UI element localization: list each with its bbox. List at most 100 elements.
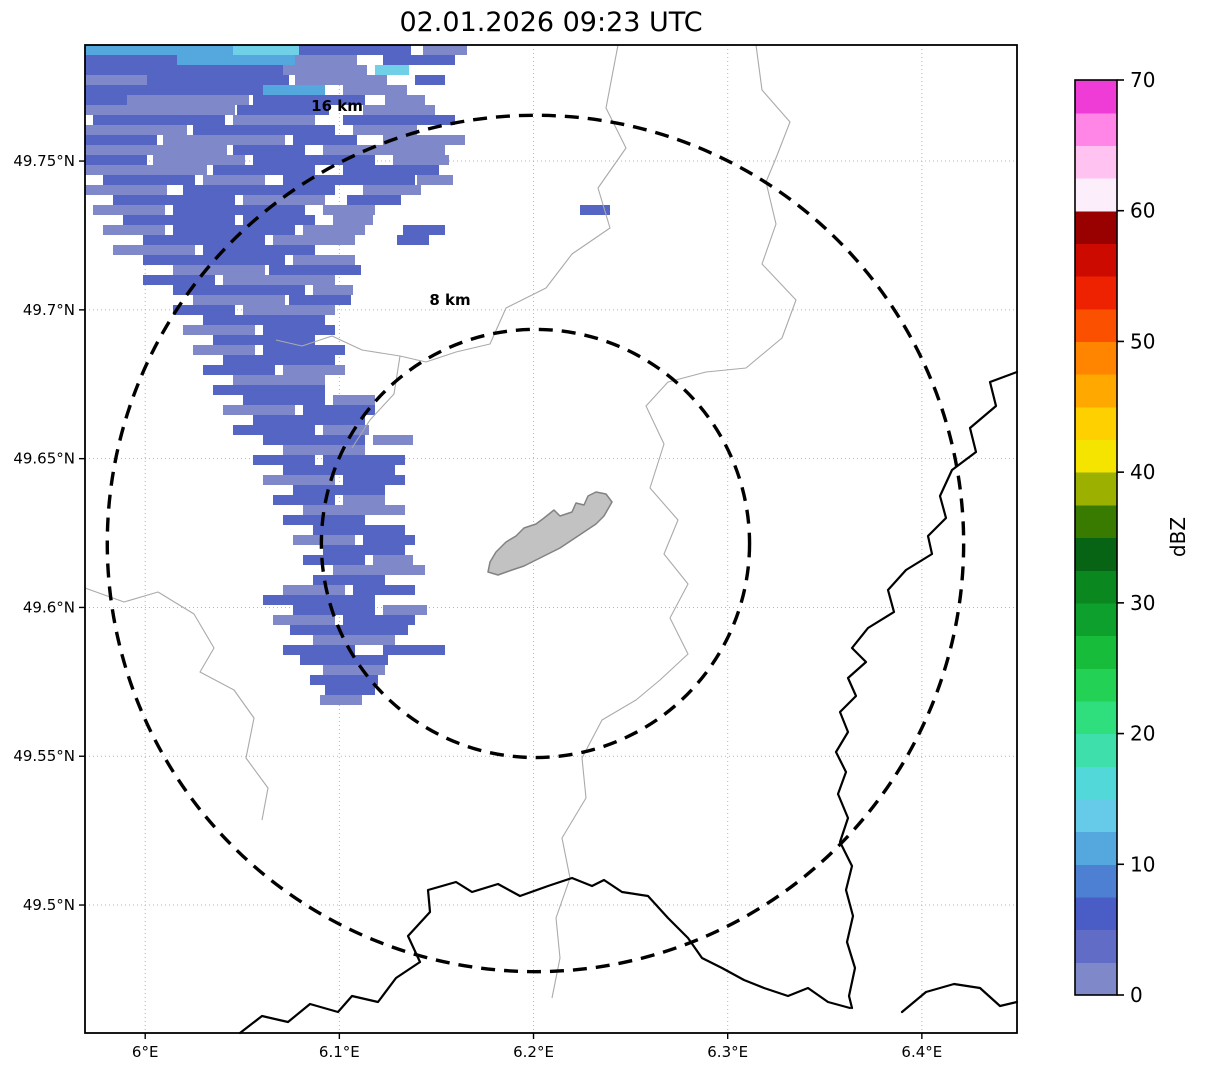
range-ring-label: 8 km	[429, 291, 470, 309]
echo-cell	[103, 175, 195, 185]
border-line	[238, 876, 852, 1035]
echo-cell	[347, 195, 401, 205]
colorbar-segment	[1075, 243, 1117, 277]
echo-cell	[295, 75, 387, 85]
echo-cell	[253, 455, 315, 465]
echo-cell	[373, 555, 413, 565]
echo-cell	[273, 235, 355, 245]
echo-cell	[233, 145, 305, 155]
colorbar-segment	[1075, 733, 1117, 767]
radar-echoes	[85, 45, 610, 705]
echo-cell	[263, 595, 375, 605]
echo-cell	[103, 225, 165, 235]
echo-cell	[263, 345, 345, 355]
colorbar-segment	[1075, 210, 1117, 244]
echo-cell	[343, 615, 415, 625]
echo-cell	[323, 145, 445, 155]
echo-cell	[263, 325, 335, 335]
x-tick-label: 6.4°E	[901, 1043, 942, 1061]
colorbar-segment	[1075, 766, 1117, 800]
echo-cell	[253, 155, 375, 165]
echo-cell	[85, 65, 283, 75]
colorbar-segment	[1075, 602, 1117, 637]
echo-cell	[183, 185, 335, 195]
colorbar-segment	[1075, 962, 1117, 996]
x-tick-label: 6.2°E	[513, 1043, 554, 1061]
colorbar-segment	[1075, 145, 1117, 179]
echo-cell	[85, 135, 157, 145]
y-tick-label: 49.5°N	[23, 896, 75, 914]
echo-cell	[243, 395, 325, 405]
minor-boundaries	[84, 44, 797, 999]
echo-cell	[323, 455, 405, 465]
y-tick-label: 49.75°N	[13, 152, 75, 170]
echo-cell	[303, 405, 375, 415]
echo-cell	[163, 135, 285, 145]
plot-title: 02.01.2026 09:23 UTC	[399, 7, 702, 38]
y-tick-label: 49.6°N	[23, 598, 75, 616]
echo-cell	[243, 195, 325, 205]
echo-cell	[193, 345, 255, 355]
colorbar-segment	[1075, 635, 1117, 669]
echo-cell	[323, 205, 375, 215]
echo-cell	[313, 525, 405, 535]
airport-outline	[487, 491, 613, 576]
echo-cell	[363, 105, 435, 115]
echo-cell	[173, 305, 235, 315]
echo-cell	[353, 125, 417, 135]
echo-cell	[310, 675, 378, 685]
colorbar-tick-label: 20	[1130, 722, 1155, 746]
echo-cell	[303, 505, 405, 515]
echo-cell	[93, 205, 165, 215]
echo-cell	[233, 115, 315, 125]
colorbar-segment	[1075, 80, 1117, 114]
y-tick-label: 49.7°N	[23, 301, 75, 319]
echo-cell	[223, 275, 335, 285]
x-tick-label: 6.1°E	[319, 1043, 360, 1061]
echo-cell	[213, 385, 325, 395]
echo-cell	[343, 85, 407, 95]
echo-cell	[293, 485, 385, 495]
echo-cell	[290, 625, 408, 635]
country-borders	[238, 370, 1019, 1035]
echo-cell	[203, 245, 315, 255]
plot-frame	[84, 44, 1018, 1034]
echo-cell	[193, 125, 335, 135]
colorbar-segment	[1075, 537, 1117, 571]
echo-cell	[303, 225, 365, 235]
echo-cell	[113, 195, 235, 205]
echo-cell	[333, 215, 373, 225]
colorbar-tick-label: 50	[1130, 329, 1155, 353]
echo-cell	[393, 155, 449, 165]
echo-cell	[320, 695, 362, 705]
plot-border	[84, 44, 1018, 1034]
echo-cell	[213, 165, 315, 175]
colorbar-segment	[1075, 798, 1117, 833]
colorbar-tick-label: 40	[1130, 460, 1155, 484]
echo-cell	[353, 585, 415, 595]
x-tick-label: 6.3°E	[707, 1043, 748, 1061]
echo-cell	[173, 265, 265, 275]
minor-boundary-line	[351, 355, 401, 449]
echo-cell	[243, 215, 315, 225]
echo-cell	[299, 45, 411, 55]
echo-cell	[203, 175, 265, 185]
echo-cell	[323, 425, 369, 435]
echo-cell	[203, 315, 325, 325]
echo-cell	[273, 615, 335, 625]
echo-cell	[85, 185, 167, 195]
echo-cell	[325, 685, 375, 695]
echo-cell	[373, 435, 413, 445]
colorbar-segment	[1075, 112, 1117, 146]
echo-cell	[223, 405, 295, 415]
echo-cell	[123, 215, 235, 225]
echo-cell	[375, 65, 409, 75]
colorbar-segment	[1075, 374, 1117, 408]
echo-cell	[85, 165, 207, 175]
echo-cell	[85, 105, 235, 115]
echo-cell	[293, 255, 355, 265]
echo-cell	[383, 55, 455, 65]
echo-cell	[383, 645, 445, 655]
